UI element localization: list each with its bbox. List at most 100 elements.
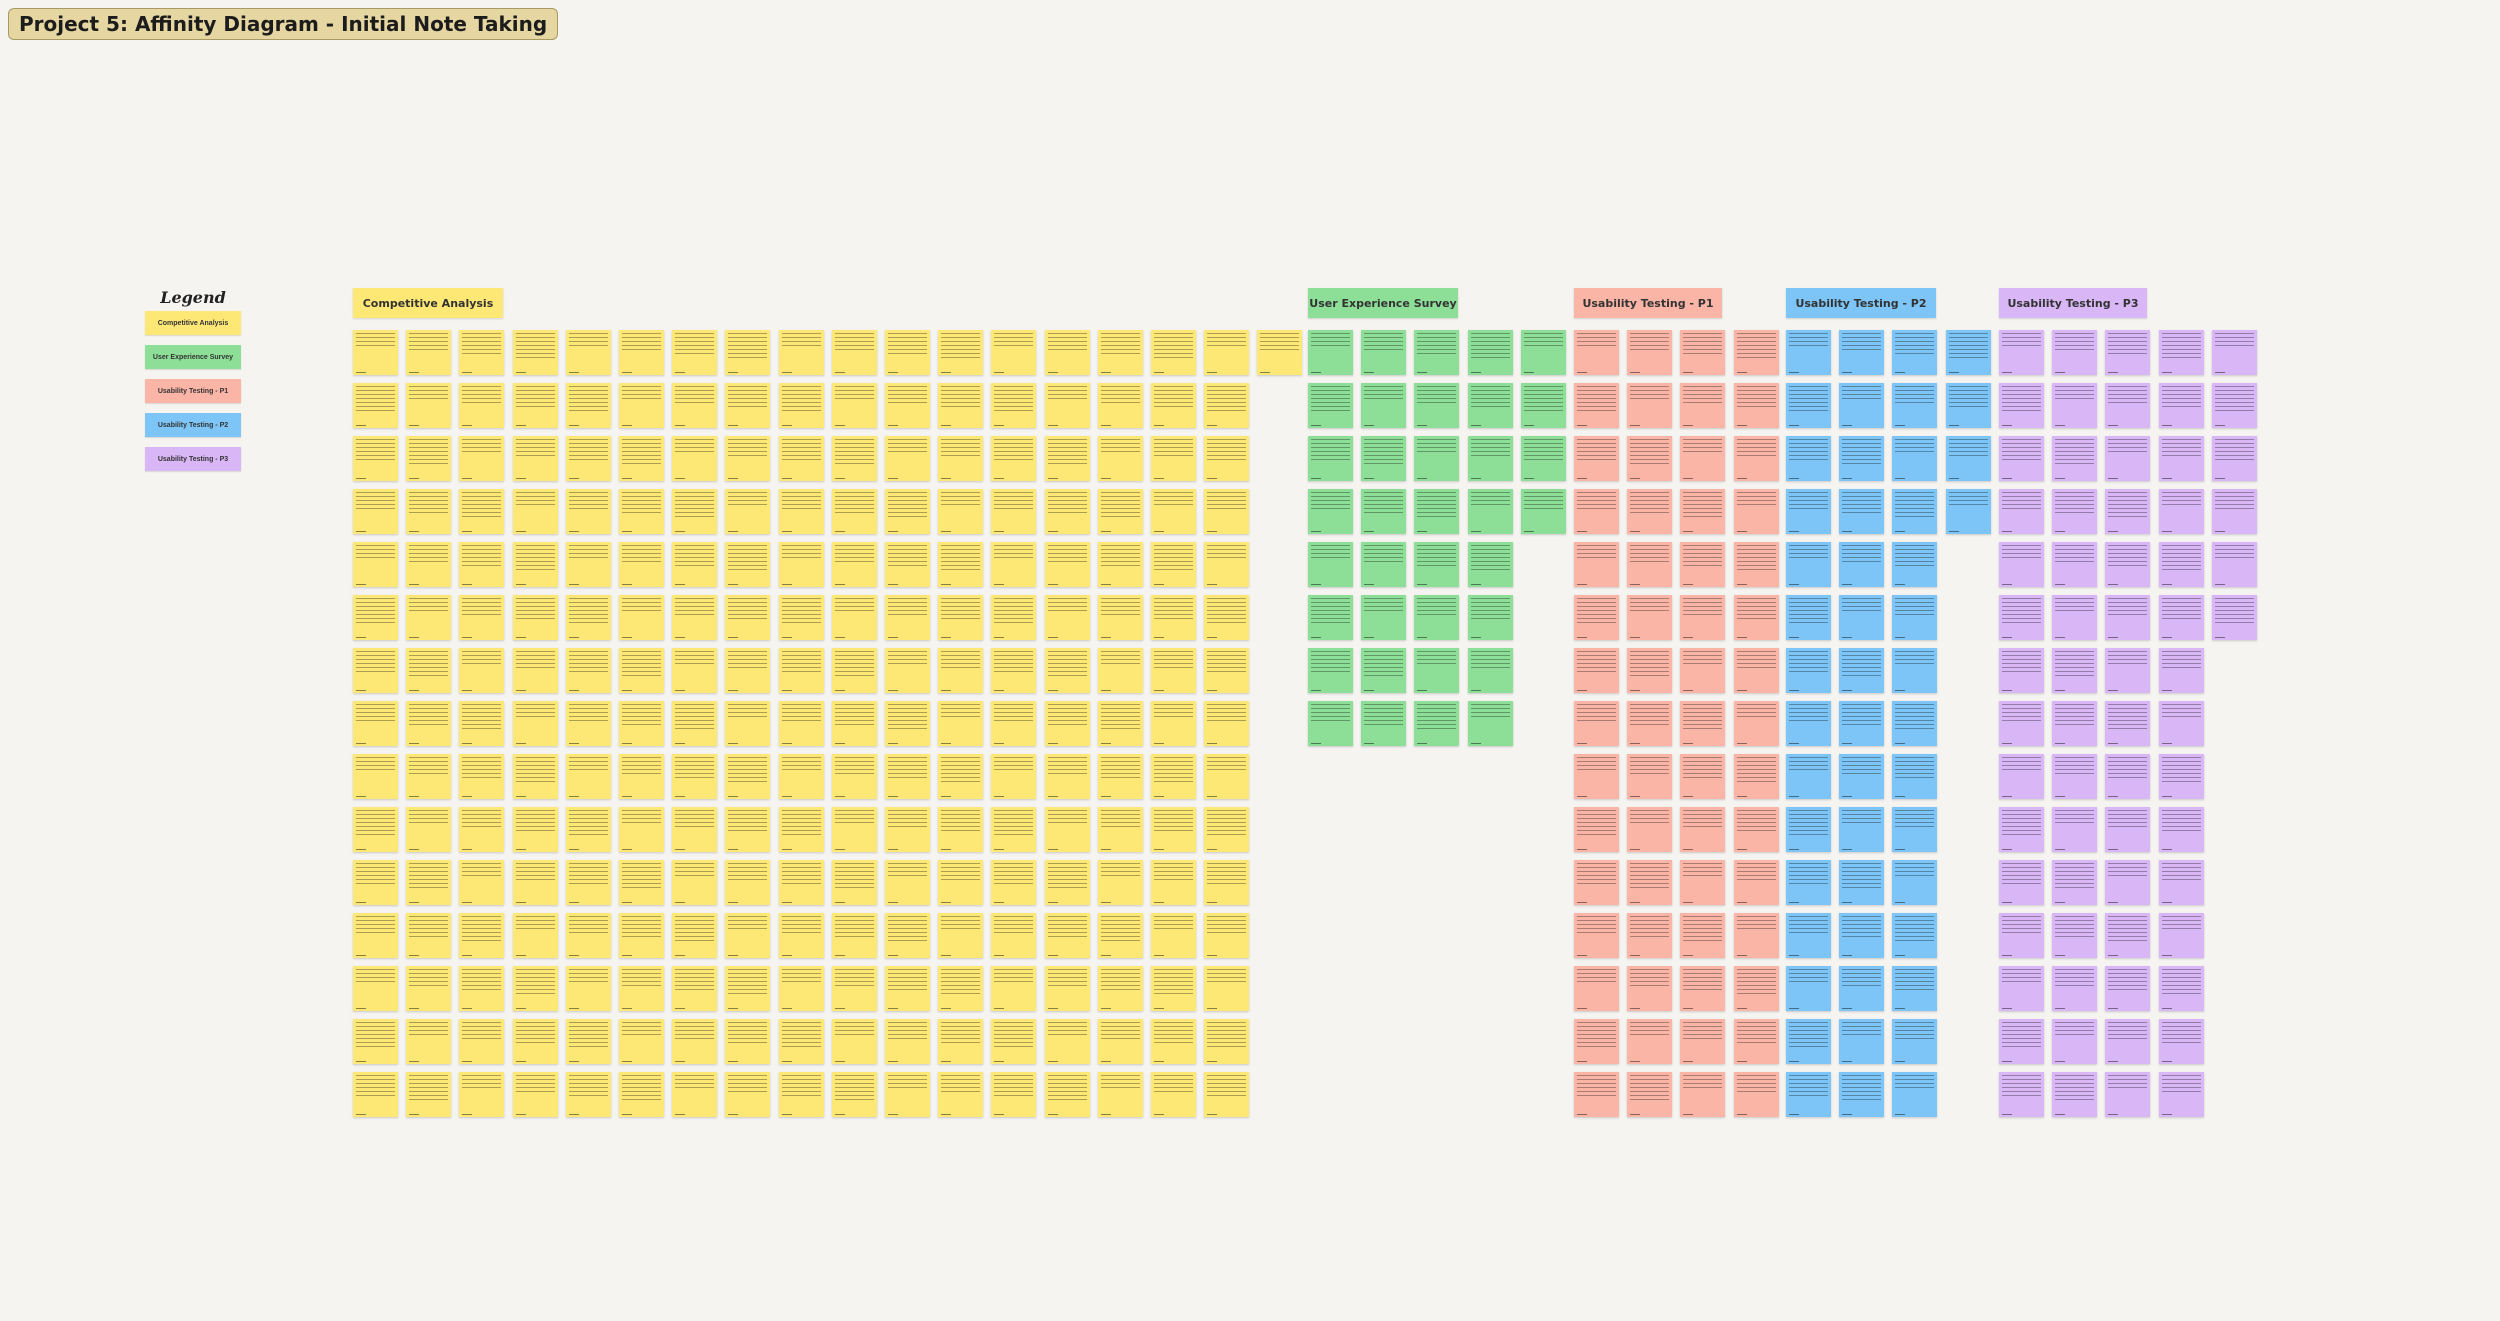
sticky-note-competitive[interactable] [619,489,664,534]
sticky-note-survey[interactable] [1414,595,1459,640]
sticky-note-competitive[interactable] [619,542,664,587]
sticky-note-p2[interactable] [1892,913,1937,958]
sticky-note-competitive[interactable] [1151,489,1196,534]
sticky-note-p3[interactable] [2159,966,2204,1011]
sticky-note-p3[interactable] [2159,383,2204,428]
sticky-note-competitive[interactable] [353,1072,398,1117]
sticky-note-p1[interactable] [1574,542,1619,587]
sticky-note-p3[interactable] [2105,860,2150,905]
sticky-note-competitive[interactable] [1151,913,1196,958]
sticky-note-p2[interactable] [1786,1072,1831,1117]
sticky-note-competitive[interactable] [406,330,451,375]
sticky-note-competitive[interactable] [619,754,664,799]
sticky-note-competitive[interactable] [513,754,558,799]
sticky-note-p1[interactable] [1680,648,1725,693]
sticky-note-competitive[interactable] [672,1019,717,1064]
sticky-note-survey[interactable] [1308,489,1353,534]
sticky-note-p3[interactable] [1999,542,2044,587]
sticky-note-competitive[interactable] [566,330,611,375]
sticky-note-competitive[interactable] [353,913,398,958]
sticky-note-competitive[interactable] [938,860,983,905]
sticky-note-competitive[interactable] [1204,1019,1249,1064]
sticky-note-p1[interactable] [1734,913,1779,958]
sticky-note-survey[interactable] [1414,330,1459,375]
sticky-note-p2[interactable] [1946,489,1991,534]
sticky-note-survey[interactable] [1414,648,1459,693]
sticky-note-competitive[interactable] [885,648,930,693]
sticky-note-competitive[interactable] [406,595,451,640]
sticky-note-p1[interactable] [1680,754,1725,799]
sticky-note-p1[interactable] [1574,807,1619,852]
sticky-note-competitive[interactable] [725,701,770,746]
sticky-note-survey[interactable] [1521,330,1566,375]
sticky-note-competitive[interactable] [1151,966,1196,1011]
sticky-note-competitive[interactable] [1045,860,1090,905]
sticky-note-competitive[interactable] [832,701,877,746]
sticky-note-p1[interactable] [1734,595,1779,640]
sticky-note-p2[interactable] [1892,436,1937,481]
sticky-note-competitive[interactable] [353,489,398,534]
sticky-note-competitive[interactable] [991,1019,1036,1064]
sticky-note-p3[interactable] [2105,383,2150,428]
sticky-note-p3[interactable] [2105,754,2150,799]
sticky-note-competitive[interactable] [832,489,877,534]
sticky-note-competitive[interactable] [406,489,451,534]
sticky-note-competitive[interactable] [832,913,877,958]
sticky-note-competitive[interactable] [459,648,504,693]
sticky-note-p2[interactable] [1839,807,1884,852]
sticky-note-competitive[interactable] [832,1019,877,1064]
sticky-note-p3[interactable] [1999,701,2044,746]
sticky-note-p1[interactable] [1734,966,1779,1011]
sticky-note-p2[interactable] [1892,1072,1937,1117]
sticky-note-competitive[interactable] [725,595,770,640]
sticky-note-competitive[interactable] [779,966,824,1011]
sticky-note-p3[interactable] [2105,436,2150,481]
sticky-note-competitive[interactable] [1098,860,1143,905]
sticky-note-competitive[interactable] [406,383,451,428]
sticky-note-competitive[interactable] [938,595,983,640]
sticky-note-competitive[interactable] [779,383,824,428]
sticky-note-survey[interactable] [1361,330,1406,375]
sticky-note-p1[interactable] [1734,807,1779,852]
sticky-note-p1[interactable] [1627,542,1672,587]
sticky-note-p3[interactable] [2052,807,2097,852]
sticky-note-competitive[interactable] [619,966,664,1011]
sticky-note-competitive[interactable] [725,966,770,1011]
sticky-note-competitive[interactable] [1045,1019,1090,1064]
sticky-note-competitive[interactable] [991,860,1036,905]
sticky-note-p3[interactable] [2105,1019,2150,1064]
sticky-note-p1[interactable] [1680,701,1725,746]
sticky-note-p2[interactable] [1839,1072,1884,1117]
sticky-note-survey[interactable] [1468,489,1513,534]
sticky-note-p2[interactable] [1892,542,1937,587]
sticky-note-competitive[interactable] [672,807,717,852]
sticky-note-p2[interactable] [1786,913,1831,958]
sticky-note-competitive[interactable] [459,542,504,587]
sticky-note-p3[interactable] [2052,1019,2097,1064]
sticky-note-p1[interactable] [1627,754,1672,799]
sticky-note-p2[interactable] [1786,701,1831,746]
legend-item-usability-testing-p2[interactable]: Usability Testing - P2 [145,413,241,437]
sticky-note-p2[interactable] [1892,595,1937,640]
sticky-note-competitive[interactable] [991,701,1036,746]
sticky-note-p1[interactable] [1627,1072,1672,1117]
sticky-note-competitive[interactable] [725,436,770,481]
sticky-note-p1[interactable] [1734,754,1779,799]
sticky-note-p2[interactable] [1786,648,1831,693]
sticky-note-competitive[interactable] [566,807,611,852]
sticky-note-p3[interactable] [2159,330,2204,375]
sticky-note-competitive[interactable] [1151,383,1196,428]
sticky-note-p3[interactable] [2052,1072,2097,1117]
sticky-note-survey[interactable] [1361,436,1406,481]
sticky-note-p1[interactable] [1680,595,1725,640]
sticky-note-p3[interactable] [2159,807,2204,852]
sticky-note-competitive[interactable] [672,860,717,905]
sticky-note-competitive[interactable] [779,542,824,587]
sticky-note-competitive[interactable] [513,383,558,428]
sticky-note-competitive[interactable] [513,1019,558,1064]
sticky-note-p1[interactable] [1574,1072,1619,1117]
sticky-note-survey[interactable] [1308,648,1353,693]
sticky-note-competitive[interactable] [459,1072,504,1117]
sticky-note-p1[interactable] [1734,860,1779,905]
sticky-note-competitive[interactable] [619,807,664,852]
